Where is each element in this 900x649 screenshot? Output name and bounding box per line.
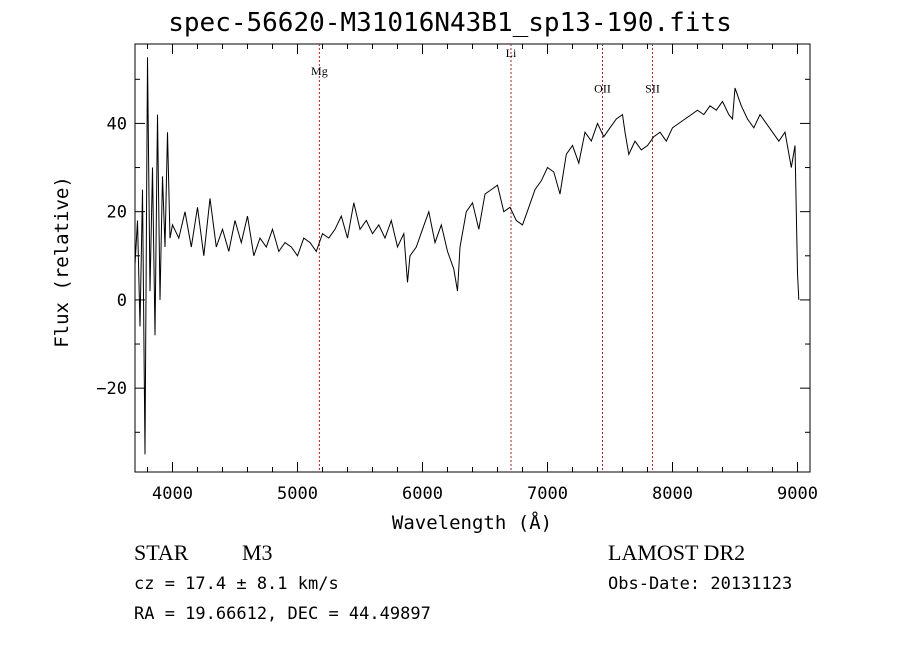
survey-name: LAMOST DR2 (608, 540, 746, 565)
obs-date: Obs-Date: 20131123 (608, 574, 793, 594)
object-subclass: M3 (242, 540, 273, 565)
x-axis-label: Wavelength (Å) (392, 511, 552, 534)
axis-ticks (135, 44, 810, 472)
x-tick-label: 7000 (527, 484, 568, 504)
chart-title: spec-56620-M31016N43B1_sp13-190.fits (168, 8, 732, 38)
y-axis-label: Flux (relative) (51, 176, 73, 348)
spectral-line-markers: Mg Li OII SII (311, 44, 660, 472)
coordinates: RA = 19.66612, DEC = 44.49897 (134, 604, 431, 624)
line-label-sii: SII (645, 82, 660, 96)
y-tick-label: −20 (96, 379, 127, 399)
axis-tick-labels: 4000 5000 6000 7000 8000 9000 −20 0 20 40 (96, 114, 818, 504)
y-tick-label: 0 (117, 291, 127, 311)
spectrum-line (134, 57, 800, 455)
y-tick-label: 40 (107, 114, 127, 134)
line-label-oii: OII (594, 82, 611, 96)
x-tick-label: 6000 (402, 484, 443, 504)
y-tick-label: 20 (107, 203, 127, 223)
x-tick-label: 9000 (777, 484, 818, 504)
line-label-mg: Mg (311, 64, 328, 78)
line-label-li: Li (506, 46, 517, 60)
x-tick-label: 4000 (152, 484, 193, 504)
redshift-cz: cz = 17.4 ± 8.1 km/s (134, 574, 339, 594)
x-tick-label: 8000 (652, 484, 693, 504)
x-tick-label: 5000 (277, 484, 318, 504)
object-type: STAR (134, 540, 189, 565)
